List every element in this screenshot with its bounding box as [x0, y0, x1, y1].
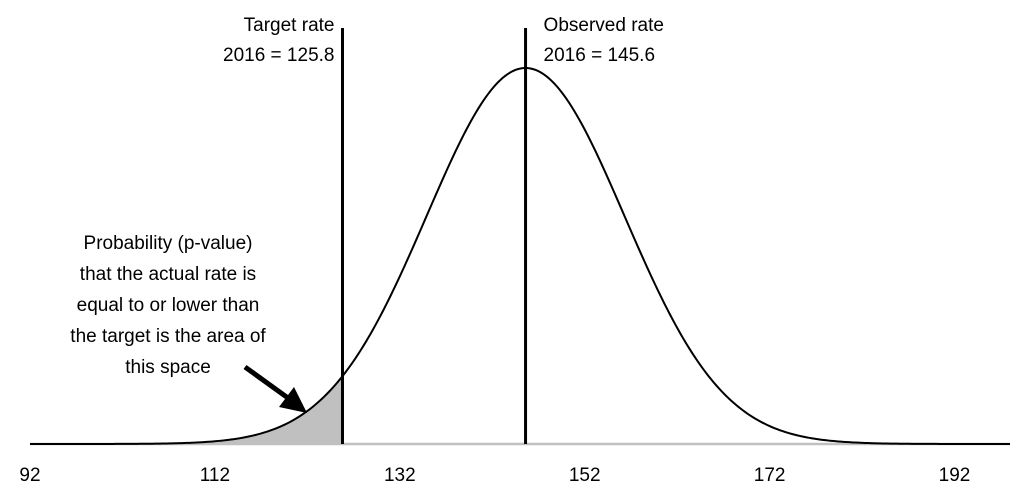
annotation-line: this space: [125, 357, 211, 378]
p-value-annotation: Probability (p-value) that the actual ra…: [70, 233, 266, 378]
observed-rate-label: Observed rate: [544, 15, 664, 36]
annotation-line: that the actual rate is: [80, 264, 256, 285]
x-tick-label: 92: [19, 465, 40, 486]
observed-rate-label: 2016 = 145.6: [544, 45, 655, 66]
x-tick-label: 172: [754, 465, 786, 486]
x-tick-label: 192: [939, 465, 971, 486]
shaded-p-value-area: [30, 376, 343, 444]
target-rate-label: 2016 = 125.8: [223, 45, 334, 66]
x-tick-label: 152: [569, 465, 601, 486]
arrow-head: [279, 387, 307, 413]
target-rate-label: Target rate: [244, 15, 335, 36]
normal-curve: [30, 67, 1010, 445]
arrow: [243, 364, 307, 413]
annotation-line: equal to or lower than: [77, 295, 260, 316]
annotation-line: Probability (p-value): [84, 233, 253, 254]
x-tick-label: 112: [200, 465, 230, 486]
x-tick-label: 132: [384, 465, 416, 486]
arrow-shaft: [243, 364, 290, 401]
annotation-line: the target is the area of: [70, 326, 266, 347]
